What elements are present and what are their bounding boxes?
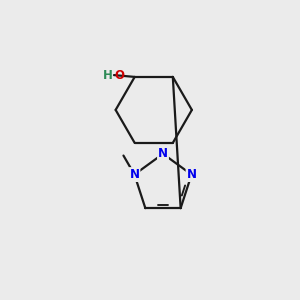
Text: O: O [114,69,124,82]
Text: N: N [158,147,168,160]
Text: N: N [187,168,196,181]
Text: N: N [129,168,140,181]
Text: H: H [103,69,113,82]
